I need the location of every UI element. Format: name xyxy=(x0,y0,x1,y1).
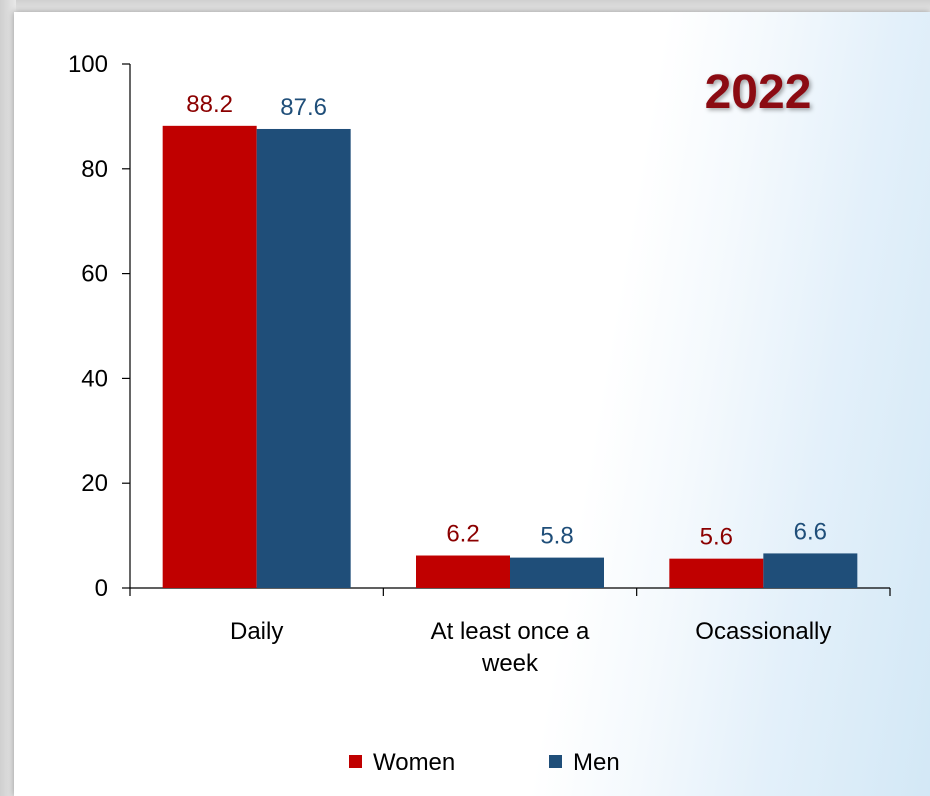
bar-women xyxy=(162,125,257,588)
frame-left-shadow xyxy=(0,0,16,796)
y-tick-label: 0 xyxy=(95,575,108,602)
x-category-label: At least once a xyxy=(431,618,590,645)
bar-women xyxy=(416,555,510,588)
x-category-label: Daily xyxy=(230,618,283,645)
data-label-women: 6.2 xyxy=(446,521,479,548)
y-tick-label: 20 xyxy=(81,470,108,497)
data-label-men: 6.6 xyxy=(794,518,827,545)
x-category-label: week xyxy=(481,650,539,677)
bar-men xyxy=(510,557,604,588)
legend-label-women: Women xyxy=(373,749,455,776)
frame-top-shadow xyxy=(0,0,930,14)
y-tick-label: 60 xyxy=(81,261,108,288)
data-label-men: 87.6 xyxy=(280,94,327,121)
bar-men xyxy=(256,128,351,588)
y-tick-label: 40 xyxy=(81,365,108,392)
chart-title: 2022 xyxy=(705,66,812,119)
legend-swatch-women xyxy=(349,755,362,768)
legend-label-men: Men xyxy=(573,749,620,776)
x-category-label: Ocassionally xyxy=(695,618,831,645)
data-label-men: 5.8 xyxy=(540,523,573,550)
bar-men xyxy=(763,553,858,588)
data-label-women: 88.2 xyxy=(186,91,233,118)
bar-women xyxy=(669,558,764,588)
legend-swatch-men xyxy=(549,755,562,768)
y-tick-label: 80 xyxy=(81,156,108,183)
data-label-women: 5.6 xyxy=(700,524,733,551)
y-tick-label: 100 xyxy=(68,51,108,78)
